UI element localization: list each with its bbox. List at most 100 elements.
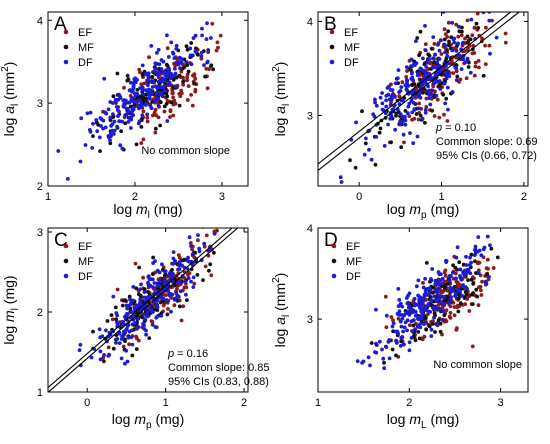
point-df [447, 278, 452, 283]
point-mf [473, 259, 477, 264]
point-mf [120, 303, 125, 308]
point-mf [433, 330, 437, 334]
point-mf [137, 265, 142, 270]
point-df [421, 56, 425, 61]
point-df [186, 255, 190, 260]
point-df [156, 73, 160, 77]
point-df [108, 115, 113, 120]
point-df [430, 65, 435, 70]
point-ef [209, 273, 214, 278]
point-ef [458, 77, 463, 82]
point-mf [186, 69, 191, 74]
point-ef [152, 110, 157, 115]
point-mf [378, 126, 383, 131]
point-ef [423, 42, 428, 47]
point-df [91, 121, 95, 126]
point-mf [424, 327, 429, 332]
point-df [405, 318, 410, 323]
x-tick-label: 3 [498, 397, 504, 409]
point-df [409, 57, 414, 62]
point-df [173, 71, 178, 76]
point-df [129, 126, 133, 130]
point-mf [177, 304, 182, 309]
point-df [146, 280, 150, 285]
point-df [94, 118, 99, 122]
point-df [355, 359, 360, 363]
point-mf [360, 109, 364, 114]
point-ef [187, 271, 192, 276]
point-mf [113, 305, 118, 310]
point-df [457, 289, 462, 294]
point-df [162, 276, 167, 281]
point-mf [403, 109, 408, 113]
point-df [463, 60, 468, 64]
point-df [414, 284, 419, 289]
point-mf [484, 272, 489, 277]
point-ef [165, 99, 170, 103]
point-ef [448, 311, 453, 315]
point-df [176, 60, 181, 65]
point-df [405, 111, 410, 116]
point-df [144, 328, 148, 333]
point-df [445, 54, 450, 58]
point-mf [158, 100, 163, 105]
point-mf [102, 359, 106, 364]
point-ef [153, 107, 158, 112]
point-ef [215, 40, 220, 45]
point-ef [172, 303, 177, 308]
point-ef [453, 271, 458, 276]
point-df [129, 328, 134, 333]
point-ef [437, 115, 442, 120]
point-ef [476, 260, 480, 265]
point-df [459, 277, 464, 282]
point-mf [150, 100, 155, 104]
point-df [407, 101, 412, 106]
y-tick-label: 1 [37, 387, 43, 399]
point-ef [177, 255, 182, 260]
point-mf [415, 36, 420, 40]
point-df [204, 37, 209, 41]
annotation-line: Common slope: 0.69 [436, 136, 538, 148]
point-ef [439, 52, 444, 56]
point-mf [418, 29, 423, 34]
point-ef [463, 36, 467, 41]
point-df [407, 340, 412, 345]
point-mf [158, 300, 163, 305]
point-df [409, 99, 414, 103]
annotation-line: Common slope: 0.85 [168, 362, 270, 374]
point-df [145, 310, 150, 315]
point-ef [188, 241, 193, 245]
legend-label-ef: EF [346, 241, 360, 253]
point-mf [377, 130, 382, 135]
point-ef [491, 266, 496, 270]
point-df [416, 106, 421, 111]
point-df [409, 319, 414, 324]
point-df [185, 259, 190, 263]
point-mf [471, 282, 476, 286]
point-mf [169, 100, 174, 105]
point-df [168, 271, 172, 275]
point-mf [208, 262, 213, 267]
point-df [364, 136, 368, 141]
point-df [212, 231, 217, 236]
point-ef [185, 72, 190, 77]
point-df [162, 89, 167, 93]
point-df [407, 291, 412, 296]
point-df [354, 120, 358, 125]
point-ef [446, 20, 451, 25]
point-df [167, 73, 172, 78]
point-df [447, 275, 452, 279]
point-df [393, 95, 397, 99]
point-df [450, 48, 455, 53]
point-df [111, 294, 116, 299]
point-ef [483, 62, 488, 66]
point-df [146, 89, 151, 94]
point-df [396, 287, 401, 291]
point-df [362, 152, 367, 157]
point-df [402, 115, 407, 120]
point-df [151, 261, 156, 265]
point-df [367, 147, 371, 152]
point-mf [436, 318, 441, 322]
